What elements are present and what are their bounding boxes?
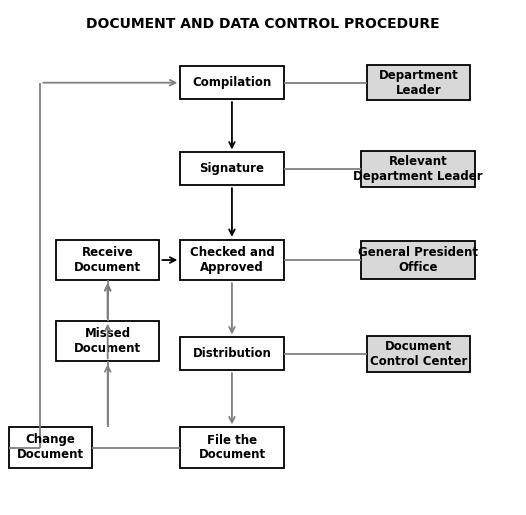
FancyBboxPatch shape bbox=[56, 240, 159, 280]
FancyBboxPatch shape bbox=[180, 152, 284, 185]
Text: Receive
Document: Receive Document bbox=[74, 246, 141, 274]
Text: Department
Leader: Department Leader bbox=[378, 68, 458, 97]
Text: Signature: Signature bbox=[199, 162, 265, 175]
Text: General President
Office: General President Office bbox=[358, 246, 478, 274]
FancyBboxPatch shape bbox=[361, 241, 476, 279]
FancyBboxPatch shape bbox=[180, 240, 284, 280]
FancyBboxPatch shape bbox=[180, 337, 284, 370]
FancyBboxPatch shape bbox=[9, 427, 92, 468]
Text: Document
Control Center: Document Control Center bbox=[370, 340, 467, 368]
Text: File the
Document: File the Document bbox=[198, 434, 266, 461]
FancyBboxPatch shape bbox=[180, 66, 284, 99]
FancyBboxPatch shape bbox=[367, 65, 470, 100]
FancyBboxPatch shape bbox=[56, 321, 159, 362]
Text: Checked and
Approved: Checked and Approved bbox=[189, 246, 275, 274]
FancyBboxPatch shape bbox=[180, 427, 284, 468]
Text: Relevant
Department Leader: Relevant Department Leader bbox=[353, 155, 483, 183]
Text: DOCUMENT AND DATA CONTROL PROCEDURE: DOCUMENT AND DATA CONTROL PROCEDURE bbox=[86, 17, 440, 31]
Text: Change
Document: Change Document bbox=[17, 434, 84, 461]
FancyBboxPatch shape bbox=[361, 151, 476, 186]
FancyBboxPatch shape bbox=[367, 336, 470, 371]
Text: Compilation: Compilation bbox=[193, 76, 271, 89]
Text: Distribution: Distribution bbox=[193, 347, 271, 360]
Text: Missed
Document: Missed Document bbox=[74, 327, 141, 355]
